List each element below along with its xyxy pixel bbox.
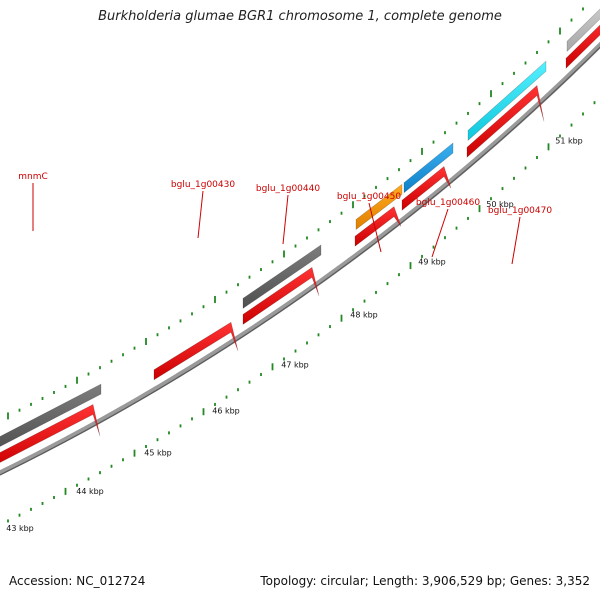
gene-bar-bglu-1g00460 [403,142,454,194]
gene-bar-bglu-1g00440 [242,244,322,309]
cds-arrow-next [565,24,600,70]
gene-label-leader [511,216,521,265]
scale-label: 50 kbp [486,200,514,209]
gene-label-leader [431,208,449,258]
gene-label-leader [368,202,382,253]
gene-label: bglu_1g00470 [488,206,552,216]
scale-label: 48 kbp [350,310,378,319]
gene-label-leader [197,190,204,239]
gene-label: bglu_1g00430 [171,180,235,190]
genome-stats-label: Topology: circular; Length: 3,906,529 bp… [260,574,590,588]
scale-label: 47 kbp [281,360,309,369]
scale-label: 46 kbp [212,406,240,415]
gene-label-leader [282,194,289,245]
gene-bar-next [566,8,600,53]
gene-label: bglu_1g00450 [337,192,401,202]
gene-bar-mnmC [0,383,102,447]
cds-arrow-bglu-1g00460 [401,165,452,211]
map-title: Burkholderia glumae BGR1 chromosome 1, c… [98,9,502,24]
gene-label: mnmC [18,172,48,182]
scale-label: 43 kbp [6,524,34,533]
gene-label: bglu_1g00460 [416,198,480,208]
gene-label: bglu_1g00440 [256,184,320,194]
scale-label: 45 kbp [144,448,172,457]
cds-arrow-bglu-1g00440 [242,266,320,325]
gene-bar-bglu-1g00470 [467,60,547,142]
cds-arrow-bglu-1g00470 [466,84,545,158]
scale-label: 44 kbp [76,487,104,496]
scale-label: 51 kbp [555,136,583,145]
scale-label: 49 kbp [418,257,446,266]
gene-bar-bglu-1g00450 [355,183,403,231]
cds-arrow-bglu-1g00450 [354,206,402,247]
cds-arrow-mnmC [0,404,101,463]
accession-label: Accession: NC_012724 [9,574,146,588]
cds-arrow-bglu-1g00430 [153,321,239,381]
